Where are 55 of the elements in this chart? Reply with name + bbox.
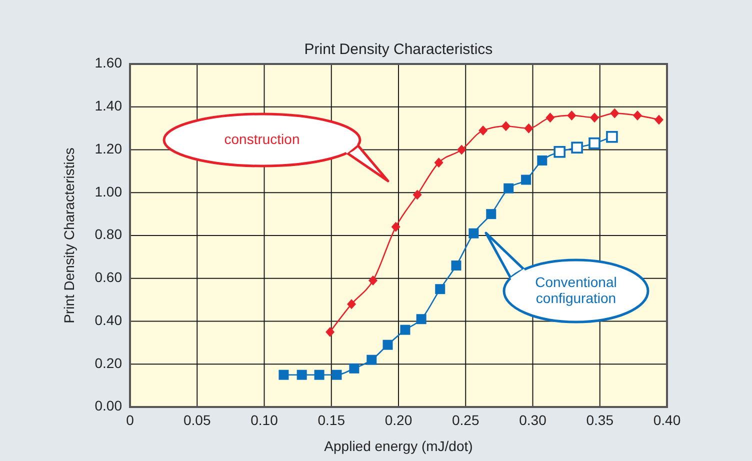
x-tick-label: 0.35 xyxy=(586,412,614,428)
point xyxy=(468,228,479,238)
point xyxy=(349,363,360,374)
y-tick-label: 1.20 xyxy=(94,140,122,156)
point xyxy=(391,222,400,232)
point xyxy=(314,370,324,380)
y-tick-label: 0.60 xyxy=(94,269,122,286)
point xyxy=(366,354,377,365)
x-tick-label: 0 xyxy=(126,412,134,428)
x-axis-title: Applied energy (mJ/dot) xyxy=(324,438,473,454)
point xyxy=(296,370,307,380)
point xyxy=(610,108,620,118)
point xyxy=(567,110,576,120)
point xyxy=(382,340,393,350)
y-tick-label: 1.00 xyxy=(94,183,122,200)
y-tick-label: 1.40 xyxy=(94,98,122,114)
x-tick-label: 0.25 xyxy=(452,412,480,428)
x-tick-label: 0.05 xyxy=(184,412,211,428)
text: construction xyxy=(224,130,300,147)
y-tick-label: 0.00 xyxy=(94,398,122,414)
point xyxy=(434,158,444,168)
point xyxy=(451,260,462,271)
y-tick-label: 0.20 xyxy=(94,354,122,371)
point xyxy=(501,121,510,132)
point xyxy=(435,284,446,294)
point xyxy=(368,276,378,286)
point xyxy=(478,125,488,136)
point xyxy=(332,370,342,380)
point xyxy=(457,144,466,155)
y-axis-title: Print Density Characteristics xyxy=(61,148,77,324)
y-tick-label: 1.60 xyxy=(94,54,122,71)
point xyxy=(416,314,426,324)
x-tick-label: 0.40 xyxy=(653,412,681,428)
point xyxy=(521,174,532,185)
x-tick-label: 0.15 xyxy=(318,412,346,428)
y-tick-label: 0.40 xyxy=(94,312,122,328)
x-tick-label: 0.20 xyxy=(384,412,412,428)
x-tick-label: 0.30 xyxy=(519,412,547,428)
text: Conventional configuration xyxy=(535,274,617,306)
point xyxy=(590,112,600,123)
point xyxy=(524,123,534,134)
point xyxy=(632,110,642,120)
point xyxy=(654,114,664,125)
chart-title: Print Density Characteristics xyxy=(304,41,493,58)
point xyxy=(326,326,335,337)
y-tick-label: 0.80 xyxy=(94,226,122,242)
point xyxy=(400,324,410,335)
point xyxy=(278,370,289,380)
x-tick-label: 0.10 xyxy=(250,412,278,428)
point xyxy=(546,112,555,123)
point xyxy=(347,299,356,310)
point xyxy=(486,209,496,220)
point xyxy=(537,155,548,166)
point xyxy=(412,190,422,200)
point xyxy=(504,183,514,194)
